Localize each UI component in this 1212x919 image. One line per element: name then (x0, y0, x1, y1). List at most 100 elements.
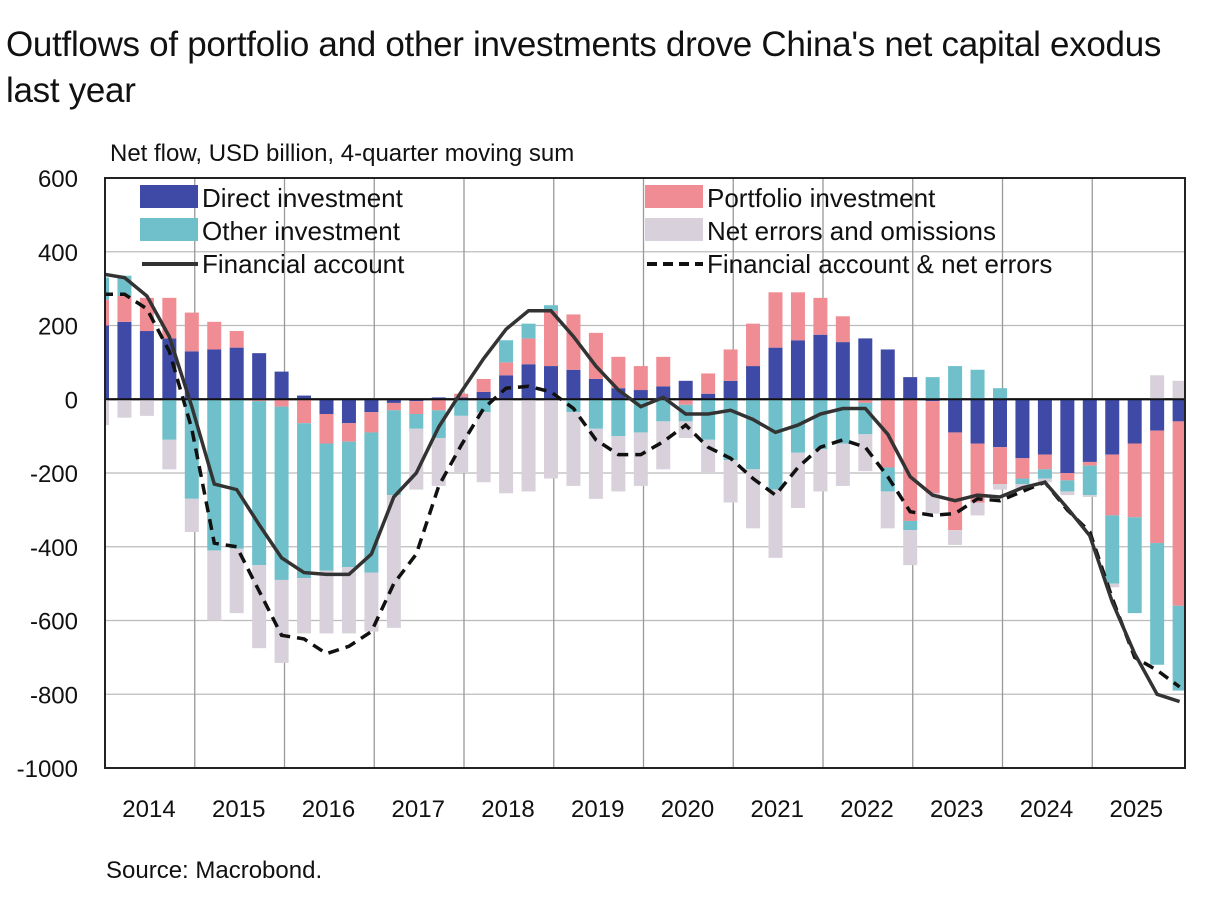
bar-other (1037, 469, 1052, 479)
bar-direct (656, 386, 671, 400)
bar-other (162, 399, 177, 440)
bar-direct (1060, 399, 1075, 473)
bar-errors (184, 498, 199, 532)
bar-direct (633, 390, 648, 400)
legend-label-other: Other investment (202, 216, 401, 246)
line-financial-account (105, 272, 1181, 704)
bar-other (633, 399, 648, 433)
bar-portfolio (409, 401, 424, 414)
bar-other (521, 323, 536, 339)
bar-other (454, 399, 469, 416)
bar-portfolio (184, 312, 199, 352)
bar-errors (611, 436, 626, 492)
bar-direct (1082, 399, 1097, 462)
bar-direct (566, 369, 581, 400)
x-tick-label: 2016 (302, 796, 355, 823)
bar-direct (162, 338, 177, 400)
x-tick-label: 2022 (840, 796, 893, 823)
bar-other (499, 340, 514, 363)
bar-portfolio (1127, 443, 1142, 518)
bar-other (207, 399, 222, 551)
bar-direct (1037, 399, 1052, 455)
legend-swatch-other (140, 218, 198, 241)
bar-other (948, 366, 963, 400)
bar-errors (297, 578, 312, 634)
bar-other (386, 410, 401, 496)
bar-other (768, 399, 783, 490)
bar-direct (229, 347, 244, 400)
bar-portfolio (274, 399, 289, 407)
bars-group (105, 275, 1185, 691)
chart-subtitle: Net flow, USD billion, 4-quarter moving … (110, 140, 575, 167)
bar-portfolio (701, 373, 716, 394)
bar-errors (588, 428, 603, 499)
bar-direct (813, 334, 828, 400)
bar-errors (970, 502, 985, 516)
bar-errors (701, 439, 716, 473)
bar-errors (813, 449, 828, 492)
bar-portfolio (1060, 473, 1075, 481)
bar-errors (633, 432, 648, 486)
bar-portfolio (1172, 421, 1185, 606)
bar-other (903, 520, 918, 531)
legend-swatch-errors (645, 218, 703, 241)
bar-portfolio (544, 310, 558, 367)
y-tick-label: 400 (38, 240, 78, 267)
x-tick-label: 2014 (122, 796, 175, 823)
y-tick-label: 200 (38, 314, 78, 341)
bar-portfolio (746, 323, 761, 367)
bar-portfolio (499, 362, 514, 376)
legend-label-portfolio: Portfolio investment (707, 183, 936, 213)
source-note: Source: Macrobond. (106, 857, 323, 884)
bar-direct (341, 399, 356, 424)
bar-other (364, 432, 379, 573)
bar-portfolio (678, 399, 693, 405)
bar-portfolio (364, 412, 379, 433)
bar-errors (1105, 583, 1120, 588)
bar-other (1105, 515, 1120, 584)
bar-errors (903, 530, 918, 566)
bar-portfolio (768, 292, 783, 348)
bar-portfolio (925, 401, 940, 494)
legend-label-errors: Net errors and omissions (707, 216, 996, 246)
bar-direct (1105, 399, 1120, 455)
bar-direct (1127, 399, 1142, 444)
bar-direct (880, 349, 895, 400)
bar-other (105, 277, 109, 300)
bar-other (252, 401, 267, 566)
bar-other (835, 399, 850, 444)
bar-other (1015, 478, 1030, 485)
bar-errors (341, 567, 356, 634)
bar-other (566, 399, 581, 413)
bar-portfolio (386, 402, 401, 411)
bar-errors (319, 570, 334, 634)
bar-errors (925, 493, 940, 514)
bar-other (544, 305, 558, 311)
bar-portfolio (117, 296, 132, 322)
bar-errors (993, 484, 1007, 490)
bar-portfolio (454, 393, 469, 398)
bar-portfolio (319, 414, 334, 444)
bar-other (701, 399, 716, 440)
bar-portfolio (566, 314, 581, 370)
bar-direct (139, 331, 154, 400)
y-tick-label: -800 (30, 682, 78, 709)
bar-errors (162, 439, 177, 470)
bar-other (813, 399, 828, 450)
bar-errors (117, 399, 132, 418)
bar-direct (588, 378, 603, 400)
bar-other (746, 399, 761, 470)
x-tick-label: 2023 (930, 796, 983, 823)
bar-portfolio (229, 331, 244, 348)
bar-portfolio (633, 366, 648, 391)
bar-errors (274, 579, 289, 663)
bar-direct (1172, 399, 1185, 422)
y-tick-label: 0 (65, 387, 78, 414)
bar-portfolio (813, 297, 828, 335)
legend-label-fa: Financial account (202, 249, 405, 279)
bar-other (409, 414, 424, 429)
bar-portfolio (1037, 454, 1052, 470)
bar-direct (319, 399, 334, 414)
x-tick-label: 2015 (212, 796, 265, 823)
